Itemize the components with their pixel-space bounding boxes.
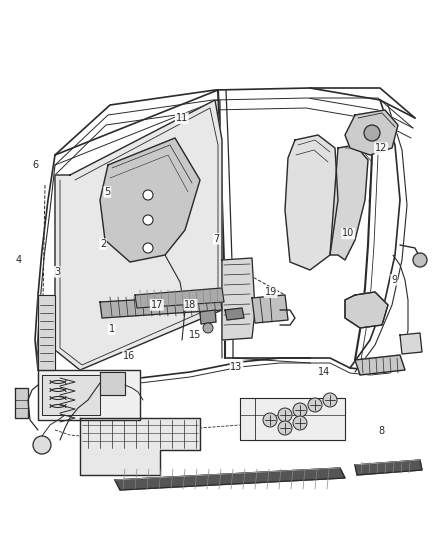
Text: 18: 18 [184, 300, 197, 310]
Polygon shape [222, 258, 255, 340]
Circle shape [263, 413, 277, 427]
Polygon shape [355, 355, 405, 375]
Polygon shape [115, 468, 345, 490]
Polygon shape [38, 370, 140, 420]
Polygon shape [355, 460, 422, 475]
Polygon shape [345, 110, 398, 155]
Circle shape [323, 393, 337, 407]
Text: 7: 7 [214, 234, 220, 244]
Polygon shape [240, 398, 345, 440]
Text: 3: 3 [54, 267, 60, 277]
Polygon shape [225, 308, 244, 320]
Text: 2: 2 [100, 239, 106, 249]
Text: 15: 15 [189, 330, 201, 340]
Polygon shape [345, 292, 388, 328]
Text: 8: 8 [378, 426, 384, 435]
Polygon shape [42, 375, 100, 415]
Polygon shape [100, 372, 125, 395]
Text: 12: 12 [375, 143, 387, 153]
Text: 4: 4 [15, 255, 21, 265]
Text: 19: 19 [265, 287, 277, 297]
Circle shape [308, 398, 322, 412]
Text: 13: 13 [230, 362, 243, 372]
Text: 11: 11 [176, 114, 188, 123]
Circle shape [278, 408, 292, 422]
Circle shape [143, 190, 153, 200]
Polygon shape [80, 418, 200, 475]
Circle shape [364, 125, 380, 141]
Circle shape [33, 436, 51, 454]
Polygon shape [100, 138, 200, 262]
Polygon shape [252, 295, 288, 323]
Circle shape [413, 253, 427, 267]
Circle shape [278, 421, 292, 435]
Circle shape [293, 403, 307, 417]
Polygon shape [55, 100, 222, 370]
Circle shape [143, 215, 153, 225]
Polygon shape [400, 333, 422, 354]
Circle shape [203, 323, 213, 333]
Polygon shape [38, 295, 55, 370]
Polygon shape [330, 145, 368, 260]
Text: 10: 10 [342, 229, 354, 238]
Polygon shape [100, 295, 222, 318]
Circle shape [293, 416, 307, 430]
Text: 6: 6 [33, 160, 39, 170]
Text: 17: 17 [151, 300, 163, 310]
Text: 14: 14 [318, 367, 330, 377]
Polygon shape [285, 135, 338, 270]
Circle shape [143, 243, 153, 253]
Polygon shape [135, 288, 224, 308]
Text: 16: 16 [123, 351, 135, 361]
Text: 5: 5 [104, 187, 110, 197]
Text: 1: 1 [109, 325, 115, 334]
Polygon shape [200, 310, 216, 324]
Polygon shape [15, 388, 28, 418]
Text: 9: 9 [391, 275, 397, 285]
